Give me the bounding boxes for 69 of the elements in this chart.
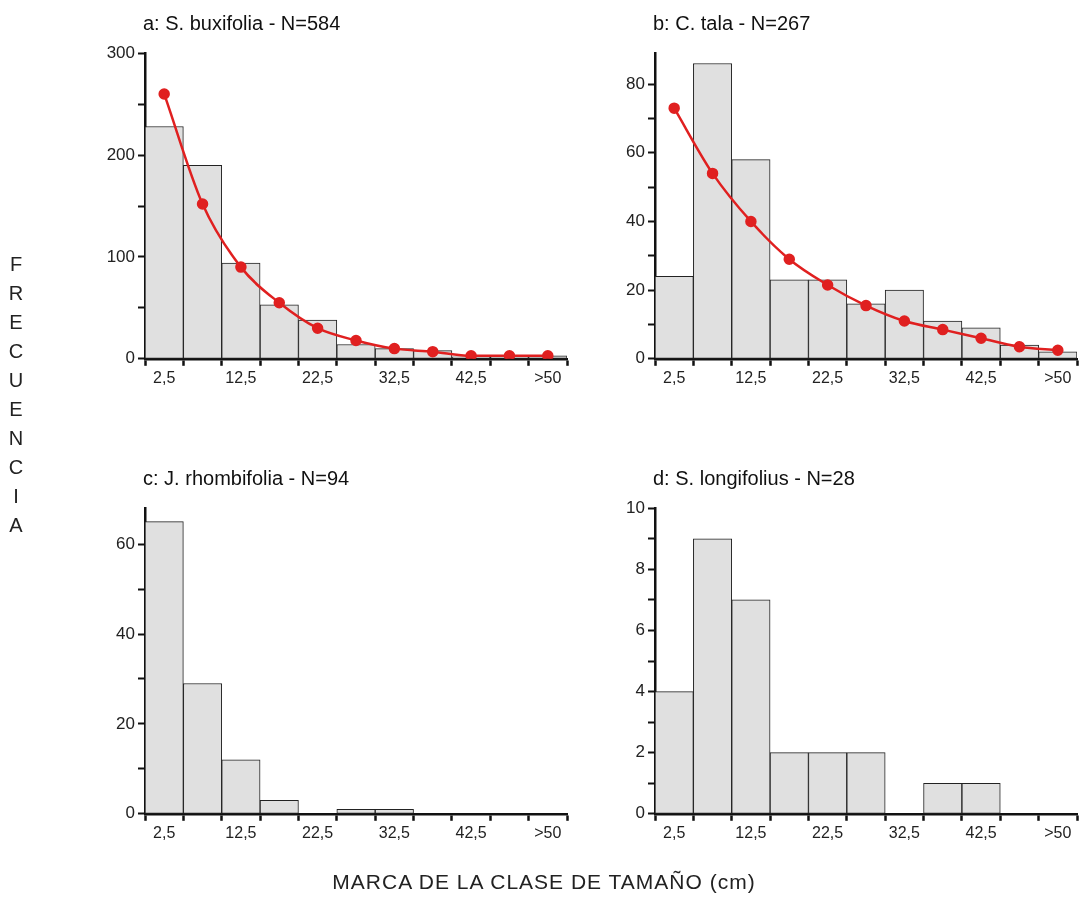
point: [542, 349, 554, 359]
point: [860, 299, 872, 312]
x-tick-label: >50: [1044, 823, 1072, 841]
x-tick-label: 42,5: [965, 368, 997, 386]
x-tick-label: >50: [1044, 368, 1072, 386]
point: [668, 102, 680, 114]
y-tick-label: 60: [116, 533, 135, 553]
x-tick-label: 12,5: [735, 823, 767, 841]
chart-title: d: S. longifolius - N=28: [653, 467, 855, 490]
point: [745, 215, 757, 228]
x-tick-label: >50: [534, 368, 562, 386]
point: [706, 167, 719, 180]
point: [426, 345, 439, 358]
x-tick-label: 22,5: [812, 368, 844, 386]
x-tick-label: >50: [534, 823, 562, 841]
y-tick-label: 20: [626, 279, 645, 299]
point: [350, 334, 362, 347]
chart-title: c: J. rhombifolia - N=94: [143, 467, 350, 490]
point: [465, 349, 477, 359]
x-tick-label: 42,5: [455, 368, 487, 386]
x-tick-label: 32,5: [888, 823, 921, 841]
x-tick-label: 2,5: [663, 823, 686, 841]
y-tick-label: 8: [635, 559, 645, 579]
x-tick-label: 22,5: [302, 368, 334, 386]
x-tick-label: 32,5: [378, 823, 411, 841]
point: [503, 349, 516, 359]
y-tick-label: 4: [635, 681, 645, 701]
x-tick-label: 12,5: [225, 823, 257, 841]
y-tick-label: 0: [635, 803, 645, 823]
x-tick-label: 42,5: [455, 823, 487, 841]
x-tick-label: 2,5: [153, 368, 176, 386]
point: [936, 323, 949, 336]
point: [273, 297, 286, 309]
point: [388, 342, 401, 355]
y-tick-label: 100: [106, 246, 135, 266]
y-tick-label: 40: [626, 211, 645, 231]
x-tick-label: 12,5: [735, 368, 767, 386]
x-tick-label: 32,5: [888, 368, 921, 386]
chart-title: a: S. buxifolia - N=584: [143, 12, 341, 35]
y-tick-label: 80: [626, 73, 645, 93]
x-tick-label: 22,5: [812, 823, 844, 841]
y-tick-label: 300: [106, 42, 135, 62]
point: [821, 279, 834, 291]
x-tick-label: 2,5: [153, 823, 176, 841]
y-tick-label: 200: [106, 144, 135, 164]
point: [158, 88, 170, 100]
y-tick-label: 6: [635, 620, 645, 640]
y-tick-label: 60: [626, 142, 645, 162]
y-tick-label: 0: [125, 348, 135, 368]
x-tick-label: 42,5: [965, 823, 997, 841]
x-tick-label: 22,5: [302, 823, 334, 841]
point: [196, 198, 209, 210]
point: [783, 253, 796, 265]
y-tick-label: 0: [635, 348, 645, 368]
point: [311, 322, 324, 334]
point: [1052, 344, 1064, 356]
chart-title: b: C. tala - N=267: [653, 12, 811, 35]
y-tick-label: 20: [116, 713, 135, 733]
point: [235, 261, 247, 273]
y-tick-label: 40: [116, 623, 135, 643]
x-axis-title: MARCA DE LA CLASE DE TAMAÑO (cm): [331, 870, 757, 894]
x-tick-label: 32,5: [378, 368, 411, 386]
point: [898, 315, 911, 327]
y-tick-label: 10: [626, 497, 645, 517]
text: FRECUENCIA: [8, 253, 24, 536]
x-tick-label: 2,5: [663, 368, 686, 386]
y-tick-label: 0: [125, 803, 135, 823]
x-tick-label: 12,5: [225, 368, 257, 386]
y-tick-label: 2: [635, 742, 645, 762]
